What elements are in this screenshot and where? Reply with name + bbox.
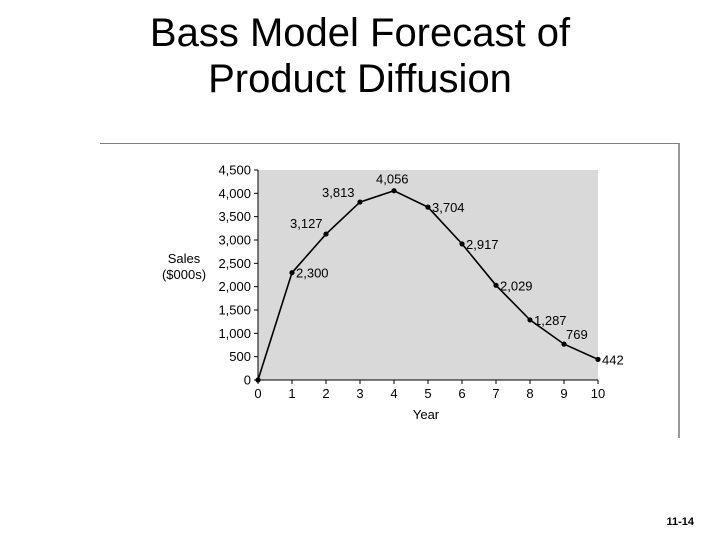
data-point xyxy=(289,270,295,276)
y-tick-label: 3,500 xyxy=(218,209,251,224)
data-points xyxy=(255,188,601,383)
data-label: 2,917 xyxy=(466,237,499,252)
x-tick-label: 5 xyxy=(424,386,431,401)
data-point xyxy=(391,188,397,194)
slide-number: 11-14 xyxy=(666,516,694,528)
data-point xyxy=(255,377,261,383)
data-labels: 2,300 3,127 3,813 4,056 3,704 2,917 2,029 1,287… xyxy=(290,172,624,368)
data-point xyxy=(493,282,499,288)
y-axis-label-line1: Sales xyxy=(168,251,201,266)
x-tick-label: 4 xyxy=(390,386,397,401)
x-tick-label: 7 xyxy=(492,386,499,401)
x-tick-label: 0 xyxy=(254,386,261,401)
data-label: 3,704 xyxy=(432,200,465,215)
data-label: 3,127 xyxy=(290,216,323,231)
x-tick-label: 2 xyxy=(322,386,329,401)
data-point xyxy=(323,231,329,237)
y-tick-label: 1,500 xyxy=(218,303,251,318)
slide-title: Bass Model Forecast of Product Diffusion xyxy=(60,10,660,102)
y-axis-label-line2: ($000s) xyxy=(162,267,206,282)
slide-title-line1: Bass Model Forecast of xyxy=(149,11,571,55)
data-point xyxy=(357,199,363,205)
ticks: 0 500 1,000 1,500 2,000 2,500 3,000 3,500 4,000 4… xyxy=(218,163,605,402)
y-tick-label: 3,000 xyxy=(218,233,251,248)
x-tick-label: 3 xyxy=(356,386,363,401)
x-tick-label: 10 xyxy=(591,386,605,401)
y-tick-label: 0 xyxy=(244,373,251,388)
data-label: 2,029 xyxy=(500,278,533,293)
data-point xyxy=(527,317,533,323)
x-tick-label: 8 xyxy=(526,386,533,401)
data-point xyxy=(459,241,465,247)
y-tick-label: 4,000 xyxy=(218,186,251,201)
data-point xyxy=(595,356,601,362)
y-tick-label: 2,000 xyxy=(218,279,251,294)
data-label: 4,056 xyxy=(376,172,409,187)
y-tick-label: 2,500 xyxy=(218,256,251,271)
y-tick-label: 500 xyxy=(229,349,251,364)
data-point xyxy=(561,341,567,347)
x-tick-label: 1 xyxy=(288,386,295,401)
data-label: 3,813 xyxy=(322,185,355,200)
y-tick-label: 1,000 xyxy=(218,326,251,341)
data-label: 769 xyxy=(566,327,588,342)
data-point xyxy=(425,204,431,210)
x-tick-label: 6 xyxy=(458,386,465,401)
slide-title-line2: Product Diffusion xyxy=(208,57,512,101)
figure-frame xyxy=(100,143,680,438)
data-label: 442 xyxy=(602,352,624,367)
data-label: 1,287 xyxy=(534,313,567,328)
x-tick-label: 9 xyxy=(560,386,567,401)
x-axis-label: Year xyxy=(413,407,440,422)
data-label: 2,300 xyxy=(296,266,329,281)
y-tick-label: 4,500 xyxy=(218,163,251,178)
